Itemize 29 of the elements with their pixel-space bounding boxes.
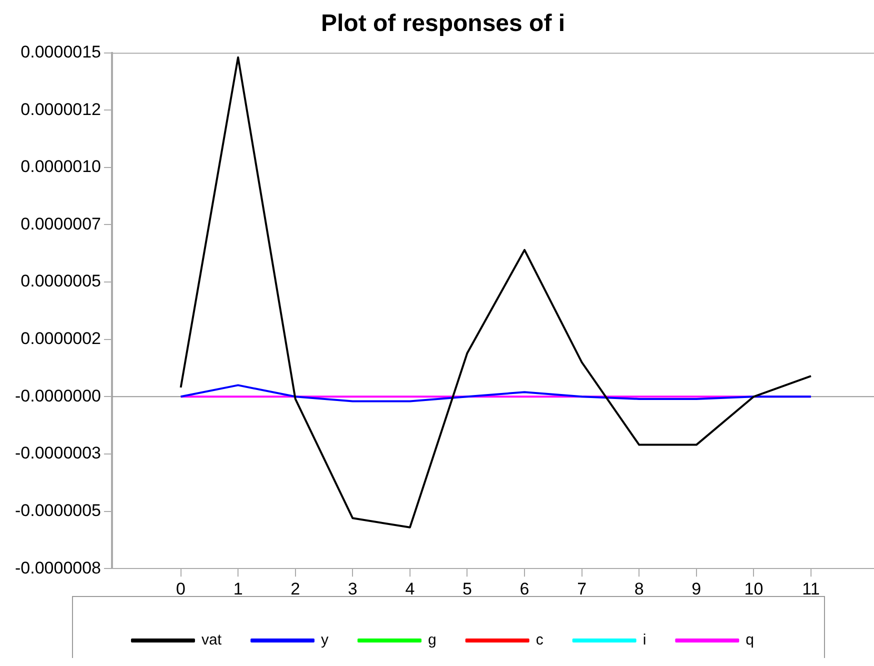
x-tick-label: 7 <box>577 579 587 598</box>
y-tick-label: -0.0000005 <box>14 500 102 520</box>
y-tick-label: 0.0000002 <box>20 329 102 348</box>
x-tick-label: 11 <box>802 579 820 598</box>
legend-label: i <box>642 632 646 649</box>
x-tick-label: 9 <box>692 579 702 598</box>
legend-label: y <box>320 632 329 649</box>
x-tick-label: 10 <box>744 579 764 598</box>
y-tick-label: 0.0000010 <box>20 157 102 176</box>
y-tick-label: -0.0000003 <box>14 444 102 463</box>
chart-title: Plot of responses of i <box>320 10 566 38</box>
x-tick-label: 4 <box>405 579 415 598</box>
legend-label: g <box>428 632 436 649</box>
x-tick-label: 8 <box>634 579 644 598</box>
y-tick-label: 0.0000005 <box>20 272 102 291</box>
x-tick-label: 3 <box>348 579 358 598</box>
x-tick-label: 0 <box>176 579 186 598</box>
y-tick-label: 0.0000012 <box>20 100 102 119</box>
legend-label: c <box>536 632 544 649</box>
x-tick-label: 2 <box>290 579 300 598</box>
x-tick-label: 1 <box>233 579 243 598</box>
y-tick-label: -0.0000000 <box>14 386 102 406</box>
y-tick-label: 0.0000015 <box>20 42 102 62</box>
y-tick-label: -0.0000008 <box>14 558 102 578</box>
y-tick-label: 0.0000007 <box>20 214 102 234</box>
legend-label: q <box>746 632 754 649</box>
x-tick-label: 6 <box>520 579 530 598</box>
legend-label: vat <box>201 632 222 649</box>
x-tick-label: 5 <box>462 579 472 598</box>
